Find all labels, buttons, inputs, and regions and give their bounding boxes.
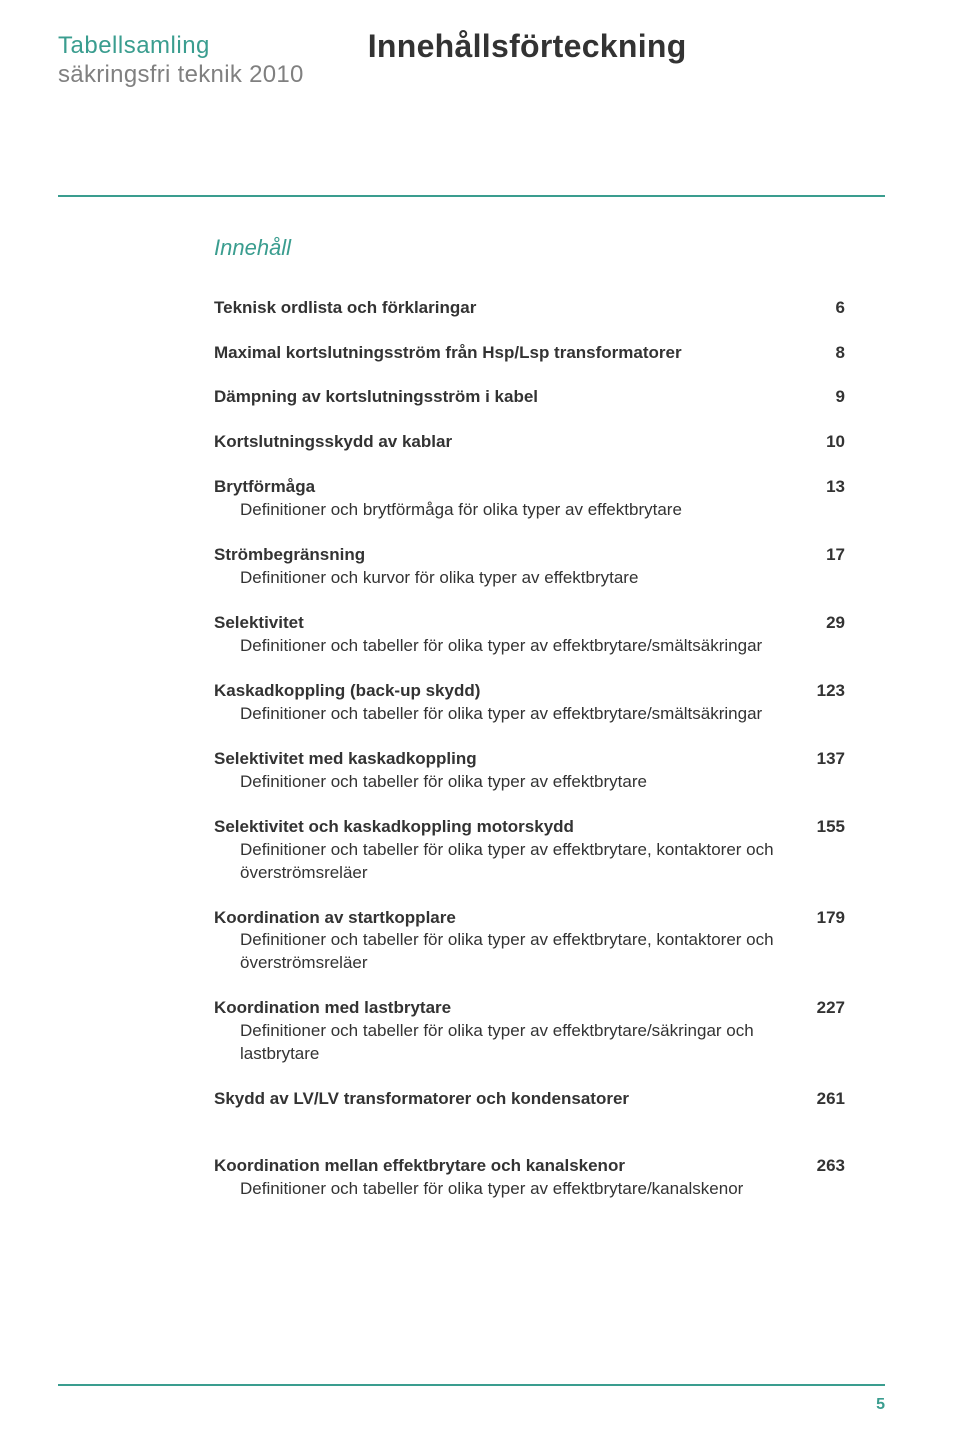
toc-page: 261 xyxy=(805,1088,845,1111)
toc-item: Selektivitet med kaskadkopplingDefinitio… xyxy=(214,748,845,794)
toc-item: BrytförmågaDefinitioner och brytförmåga … xyxy=(214,476,845,522)
header-title-line-2: säkringsfri teknik 2010 xyxy=(58,61,304,90)
toc-text: Skydd av LV/LV transformatorer och konde… xyxy=(214,1088,805,1111)
toc-page: 10 xyxy=(805,431,845,454)
toc-desc: Definitioner och tabeller för olika type… xyxy=(214,703,775,726)
toc-container: Teknisk ordlista och förklaringar 6 Maxima… xyxy=(214,297,845,1201)
page-footer: 5 xyxy=(58,1384,885,1414)
toc-page: 179 xyxy=(805,907,845,930)
toc-text: Kortslutningsskydd av kablar xyxy=(214,431,805,454)
toc-text: Selektivitet med kaskadkopplingDefinitio… xyxy=(214,748,805,794)
toc-text: SelektivitetDefinitioner och tabeller fö… xyxy=(214,612,805,658)
toc-page: 155 xyxy=(805,816,845,839)
toc-desc: Definitioner och kurvor för olika typer … xyxy=(214,567,775,590)
toc-page: 123 xyxy=(805,680,845,703)
toc-item: Teknisk ordlista och förklaringar 6 xyxy=(214,297,845,320)
toc-title: Kortslutningsskydd av kablar xyxy=(214,431,775,454)
header-left-titles: Tabellsamling säkringsfri teknik 2010 xyxy=(58,28,304,90)
toc-text: Koordination av startkopplareDefinitione… xyxy=(214,907,805,976)
toc-desc: Definitioner och tabeller för olika type… xyxy=(214,839,775,885)
toc-page: 137 xyxy=(805,748,845,771)
toc-item: SelektivitetDefinitioner och tabeller fö… xyxy=(214,612,845,658)
content-area: Innehåll Teknisk ordlista och förklaring… xyxy=(58,235,885,1201)
toc-text: BrytförmågaDefinitioner och brytförmåga … xyxy=(214,476,805,522)
toc-title: Skydd av LV/LV transformatorer och konde… xyxy=(214,1088,775,1111)
toc-desc: Definitioner och tabeller för olika type… xyxy=(214,635,775,658)
toc-title: Strömbegränsning xyxy=(214,544,775,567)
toc-text: Kaskadkoppling (back-up skydd)Definition… xyxy=(214,680,805,726)
toc-text: Koordination med lastbrytareDefinitioner… xyxy=(214,997,805,1066)
toc-item: Skydd av LV/LV transformatorer och konde… xyxy=(214,1088,845,1111)
toc-title: Selektivitet med kaskadkoppling xyxy=(214,748,775,771)
toc-desc: Definitioner och tabeller för olika type… xyxy=(214,1178,775,1201)
toc-item: StrömbegränsningDefinitioner och kurvor … xyxy=(214,544,845,590)
toc-page: 9 xyxy=(805,386,845,409)
footer-divider xyxy=(58,1384,885,1386)
main-title: Innehållsförteckning xyxy=(368,28,885,65)
page-header: Tabellsamling säkringsfri teknik 2010 In… xyxy=(58,28,885,90)
toc-page: 6 xyxy=(805,297,845,320)
header-divider xyxy=(58,195,885,197)
toc-desc: Definitioner och tabeller för olika type… xyxy=(214,1020,775,1066)
toc-item: Maximal kortslutningsström från Hsp/Lsp … xyxy=(214,342,845,365)
toc-page: 227 xyxy=(805,997,845,1020)
toc-text: StrömbegränsningDefinitioner och kurvor … xyxy=(214,544,805,590)
toc-title: Kaskadkoppling (back-up skydd) xyxy=(214,680,775,703)
toc-title: Koordination av startkopplare xyxy=(214,907,775,930)
toc-item: Dämpning av kortslutningsström i kabel 9 xyxy=(214,386,845,409)
toc-title: Koordination med lastbrytare xyxy=(214,997,775,1020)
toc-item: Koordination mellan effektbrytare och ka… xyxy=(214,1155,845,1201)
toc-text: Teknisk ordlista och förklaringar xyxy=(214,297,805,320)
toc-page: 263 xyxy=(805,1155,845,1178)
toc-title: Dämpning av kortslutningsström i kabel xyxy=(214,386,775,409)
header-title-line-1: Tabellsamling xyxy=(58,32,304,61)
toc-title: Selektivitet och kaskadkoppling motorsky… xyxy=(214,816,775,839)
toc-title: Brytförmåga xyxy=(214,476,775,499)
toc-item: Kaskadkoppling (back-up skydd)Definition… xyxy=(214,680,845,726)
toc-title: Teknisk ordlista och förklaringar xyxy=(214,297,775,320)
toc-desc: Definitioner och brytförmåga för olika t… xyxy=(214,499,775,522)
toc-desc: Definitioner och tabeller för olika type… xyxy=(214,929,775,975)
toc-page: 13 xyxy=(805,476,845,499)
toc-desc: Definitioner och tabeller för olika type… xyxy=(214,771,775,794)
toc-item: Koordination av startkopplareDefinitione… xyxy=(214,907,845,976)
toc-title: Koordination mellan effektbrytare och ka… xyxy=(214,1155,775,1178)
toc-item: Selektivitet och kaskadkoppling motorsky… xyxy=(214,816,845,885)
toc-title: Selektivitet xyxy=(214,612,775,635)
header-center: Innehållsförteckning xyxy=(304,28,885,65)
toc-spacer xyxy=(214,1133,845,1155)
toc-text: Koordination mellan effektbrytare och ka… xyxy=(214,1155,805,1201)
toc-title: Maximal kortslutningsström från Hsp/Lsp … xyxy=(214,342,775,365)
toc-page: 8 xyxy=(805,342,845,365)
section-header: Innehåll xyxy=(214,235,845,261)
toc-page: 29 xyxy=(805,612,845,635)
toc-item: Kortslutningsskydd av kablar 10 xyxy=(214,431,845,454)
toc-text: Selektivitet och kaskadkoppling motorsky… xyxy=(214,816,805,885)
toc-item: Koordination med lastbrytareDefinitioner… xyxy=(214,997,845,1066)
toc-text: Dämpning av kortslutningsström i kabel xyxy=(214,386,805,409)
footer-page-number: 5 xyxy=(58,1396,885,1414)
toc-text: Maximal kortslutningsström från Hsp/Lsp … xyxy=(214,342,805,365)
toc-page: 17 xyxy=(805,544,845,567)
